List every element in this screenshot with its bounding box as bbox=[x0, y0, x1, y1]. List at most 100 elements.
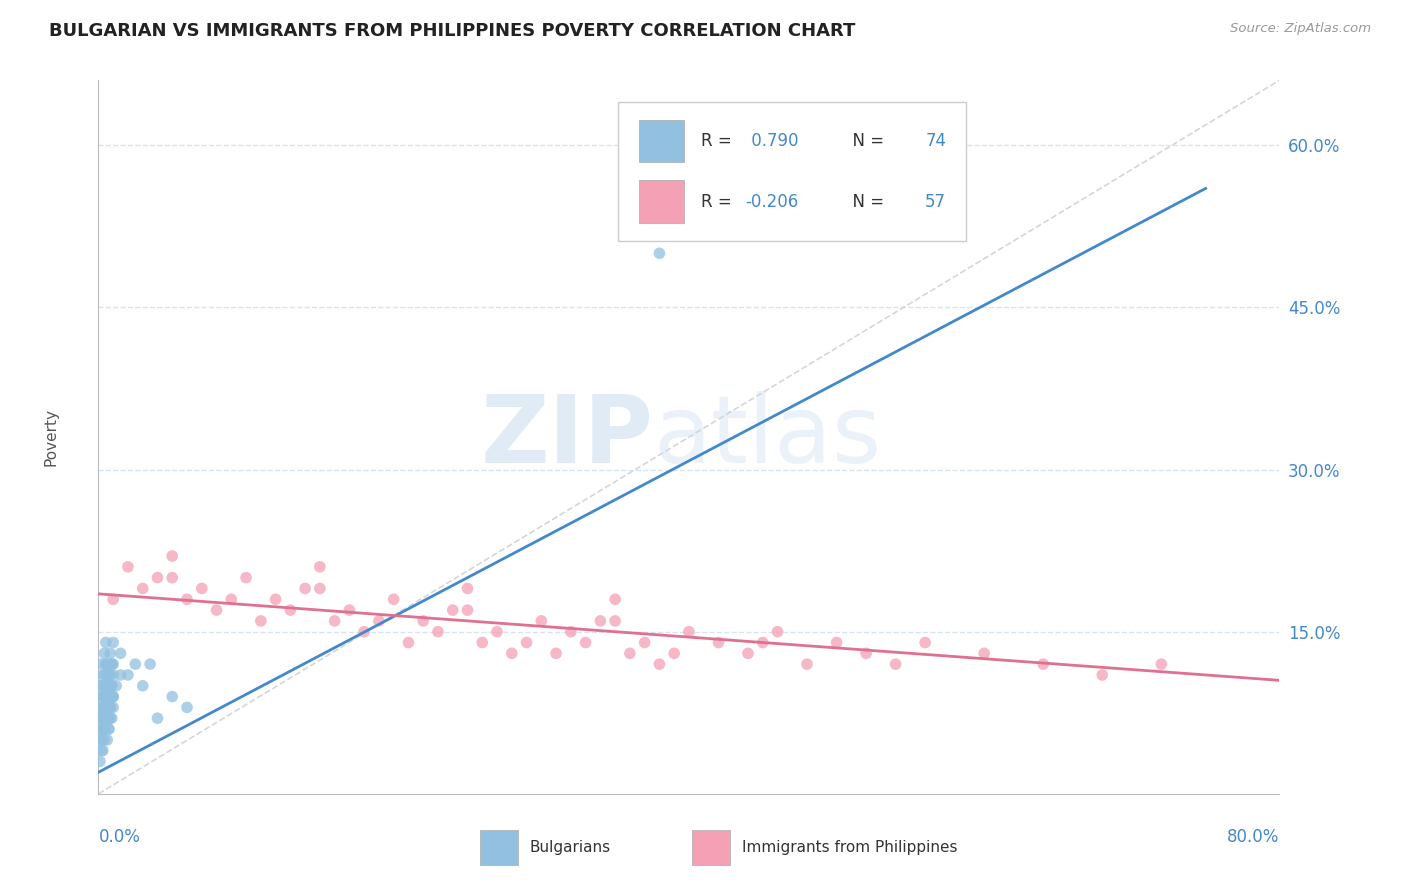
Point bbox=[93, 732, 115, 747]
Point bbox=[96, 690, 118, 704]
Point bbox=[633, 635, 655, 649]
Point bbox=[146, 711, 169, 725]
Point bbox=[664, 646, 686, 660]
Point bbox=[91, 668, 114, 682]
Point bbox=[796, 657, 818, 672]
Text: Source: ZipAtlas.com: Source: ZipAtlas.com bbox=[1230, 22, 1371, 36]
Text: 74: 74 bbox=[925, 132, 946, 150]
Point bbox=[97, 690, 120, 704]
Point bbox=[100, 657, 122, 672]
Point bbox=[100, 711, 122, 725]
Point bbox=[501, 646, 523, 660]
Point bbox=[574, 635, 596, 649]
Text: ZIP: ZIP bbox=[481, 391, 654, 483]
Point bbox=[737, 646, 759, 660]
Text: 80.0%: 80.0% bbox=[1227, 828, 1279, 847]
Point bbox=[707, 635, 730, 649]
Point bbox=[412, 614, 434, 628]
Point bbox=[162, 549, 183, 563]
Point bbox=[678, 624, 700, 639]
Point bbox=[94, 711, 117, 725]
Point bbox=[309, 559, 332, 574]
Point bbox=[103, 690, 125, 704]
Point bbox=[91, 711, 114, 725]
Point bbox=[103, 668, 125, 682]
Point bbox=[973, 646, 995, 660]
Point bbox=[117, 668, 139, 682]
Bar bbox=[640, 120, 685, 162]
Point bbox=[162, 690, 183, 704]
Point bbox=[93, 722, 115, 736]
Point bbox=[235, 571, 257, 585]
Point bbox=[648, 246, 671, 260]
Point bbox=[96, 668, 118, 682]
Point bbox=[90, 744, 112, 758]
Point bbox=[89, 722, 111, 736]
Point bbox=[98, 646, 121, 660]
Point bbox=[530, 614, 553, 628]
Point bbox=[486, 624, 509, 639]
Point bbox=[94, 657, 117, 672]
Point bbox=[825, 635, 848, 649]
Point bbox=[90, 679, 112, 693]
Point bbox=[368, 614, 391, 628]
Point bbox=[103, 635, 125, 649]
Point bbox=[89, 679, 111, 693]
Point bbox=[100, 657, 122, 672]
Point bbox=[1091, 668, 1114, 682]
Point bbox=[90, 657, 112, 672]
Point bbox=[100, 679, 122, 693]
Point bbox=[94, 711, 117, 725]
Point bbox=[103, 657, 125, 672]
Point bbox=[90, 700, 112, 714]
Point bbox=[91, 711, 114, 725]
Point bbox=[294, 582, 316, 596]
Point bbox=[1150, 657, 1173, 672]
Point bbox=[353, 624, 375, 639]
Point bbox=[441, 603, 464, 617]
Point bbox=[560, 624, 582, 639]
FancyBboxPatch shape bbox=[619, 102, 966, 241]
Point bbox=[914, 635, 936, 649]
Point bbox=[751, 635, 773, 649]
Point bbox=[456, 582, 478, 596]
Point bbox=[515, 635, 537, 649]
Text: 57: 57 bbox=[925, 193, 946, 211]
Point bbox=[105, 679, 128, 693]
Point bbox=[97, 711, 120, 725]
Text: -0.206: -0.206 bbox=[745, 193, 799, 211]
Point bbox=[100, 690, 122, 704]
Text: Poverty: Poverty bbox=[44, 408, 59, 467]
Point bbox=[93, 668, 115, 682]
Point bbox=[124, 657, 146, 672]
Point bbox=[176, 592, 198, 607]
Point bbox=[648, 657, 671, 672]
Point bbox=[396, 635, 419, 649]
Point bbox=[91, 690, 114, 704]
Point bbox=[191, 582, 214, 596]
Point bbox=[98, 668, 121, 682]
Text: R =: R = bbox=[700, 193, 737, 211]
Point bbox=[98, 700, 121, 714]
Point bbox=[103, 592, 125, 607]
Text: 0.0%: 0.0% bbox=[98, 828, 141, 847]
Point bbox=[96, 700, 118, 714]
Text: N =: N = bbox=[842, 132, 890, 150]
Point bbox=[96, 657, 118, 672]
Point bbox=[93, 722, 115, 736]
Point bbox=[96, 700, 118, 714]
Text: N =: N = bbox=[842, 193, 890, 211]
Point bbox=[264, 592, 287, 607]
Point bbox=[94, 635, 117, 649]
Point bbox=[1032, 657, 1054, 672]
Point bbox=[97, 722, 120, 736]
Text: BULGARIAN VS IMMIGRANTS FROM PHILIPPINES POVERTY CORRELATION CHART: BULGARIAN VS IMMIGRANTS FROM PHILIPPINES… bbox=[49, 22, 856, 40]
Point bbox=[176, 700, 198, 714]
Point bbox=[103, 690, 125, 704]
Point bbox=[96, 679, 118, 693]
Point bbox=[884, 657, 907, 672]
Point bbox=[91, 722, 114, 736]
Point bbox=[89, 700, 111, 714]
Point bbox=[94, 679, 117, 693]
Point bbox=[94, 700, 117, 714]
